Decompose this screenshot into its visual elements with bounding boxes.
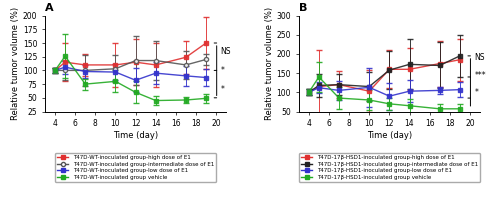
Legend: T47D-17β-HSD1-inoculated group-high dose of E1, T47D-17β-HSD1-inoculated group-i: T47D-17β-HSD1-inoculated group-high dose… [299,153,480,182]
Text: *: * [474,88,478,97]
Text: NS: NS [220,47,231,56]
Text: A: A [45,3,54,13]
Legend: T47D-WT-inoculated group-high dose of E1, T47D-WT-inoculated group-intermediate : T47D-WT-inoculated group-high dose of E1… [55,153,216,182]
Text: NS: NS [474,53,485,62]
Text: *: * [220,66,224,75]
Text: *: * [220,85,224,94]
X-axis label: Time (day): Time (day) [113,131,158,140]
Y-axis label: Relative tumor volume (%): Relative tumor volume (%) [264,7,274,120]
Text: B: B [298,3,307,13]
Y-axis label: Relative tumor volume (%): Relative tumor volume (%) [11,7,20,120]
Text: ***: *** [474,70,486,80]
X-axis label: Time (day): Time (day) [367,131,412,140]
